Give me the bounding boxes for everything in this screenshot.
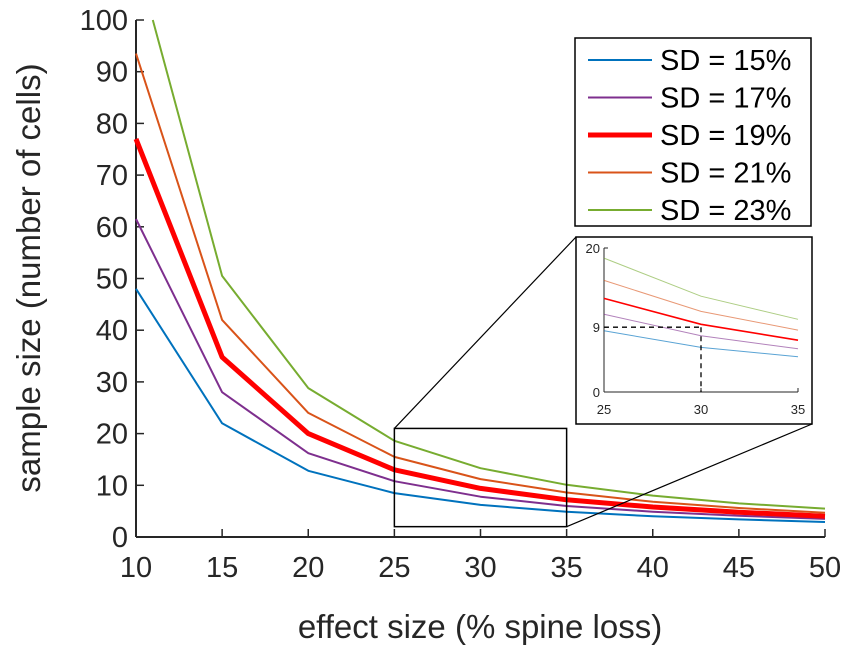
y-tick-label: 70 [96, 160, 128, 192]
y-ticks: 0 10 20 30 40 50 60 70 80 90 100 [80, 5, 144, 554]
x-tick-label: 30 [464, 552, 496, 584]
series-line-3 [133, 137, 826, 519]
series-line-4 [135, 53, 826, 514]
x-ticks: 10 15 20 25 30 35 40 45 50 [120, 529, 841, 584]
x-tick-label: 35 [550, 552, 582, 584]
inset-series-lines [603, 257, 799, 358]
inset-plot: 0 9 20 25 30 35 [575, 236, 813, 425]
y-tick-label: 0 [112, 522, 128, 554]
y-tick-label: 90 [96, 57, 128, 89]
legend-box [574, 37, 812, 227]
y-tick-label: 100 [80, 5, 128, 37]
legend-items: SD = 15% SD = 17% SD = 19% SD = 21% SD = 23% [588, 45, 791, 227]
series-line-2 [135, 218, 826, 520]
inset-x-tick-label: 30 [694, 402, 708, 417]
y-tick-label: 40 [96, 315, 128, 347]
y-tick-label: 30 [96, 367, 128, 399]
y-tick-label: 80 [96, 108, 128, 140]
zoom-connector-bottom [566, 423, 813, 528]
inset-series-line-5 [603, 257, 799, 320]
x-tick-label: 50 [809, 552, 841, 584]
inset-x-tick-label: 35 [791, 402, 805, 417]
inset-series-line-3 [603, 297, 799, 341]
x-tick-label: 25 [378, 552, 410, 584]
zoom-connector-top [393, 236, 577, 429]
x-tick-label: 15 [206, 552, 238, 584]
y-tick-label: 10 [96, 470, 128, 502]
x-tick-label: 20 [292, 552, 324, 584]
x-tick-label: 40 [637, 552, 669, 584]
inset-y-tick-label: 0 [593, 385, 600, 400]
y-tick-label: 60 [96, 212, 128, 244]
x-tick-label: 10 [120, 552, 152, 584]
legend-label: SD = 23% [660, 195, 791, 227]
legend-label: SD = 15% [660, 45, 791, 77]
inset-frame [575, 236, 813, 425]
y-tick-label: 20 [96, 419, 128, 451]
inset-series-line-4 [603, 279, 799, 331]
legend-label: SD = 17% [660, 83, 791, 115]
legend-label: SD = 21% [660, 158, 791, 190]
x-axis-title: effect size (% spine loss) [298, 608, 662, 645]
series-line-1 [135, 288, 826, 523]
zoom-box [393, 427, 568, 528]
inset-y-tick-label: 20 [586, 241, 600, 256]
inset-y-tick-label: 9 [593, 320, 600, 335]
y-tick-label: 50 [96, 264, 128, 296]
inset-x-ticks: 25 30 35 [597, 388, 805, 417]
series-line-5 [151, 19, 826, 510]
series-lines [133, 19, 826, 523]
inset-x-tick-label: 25 [597, 402, 611, 417]
legend: SD = 15% SD = 17% SD = 19% SD = 21% SD = 23% [574, 37, 812, 227]
inset-series-line-2 [603, 313, 799, 350]
y-axis-title: sample size (number of cells) [10, 63, 47, 492]
x-tick-label: 45 [723, 552, 755, 584]
legend-label: SD = 19% [660, 120, 791, 152]
